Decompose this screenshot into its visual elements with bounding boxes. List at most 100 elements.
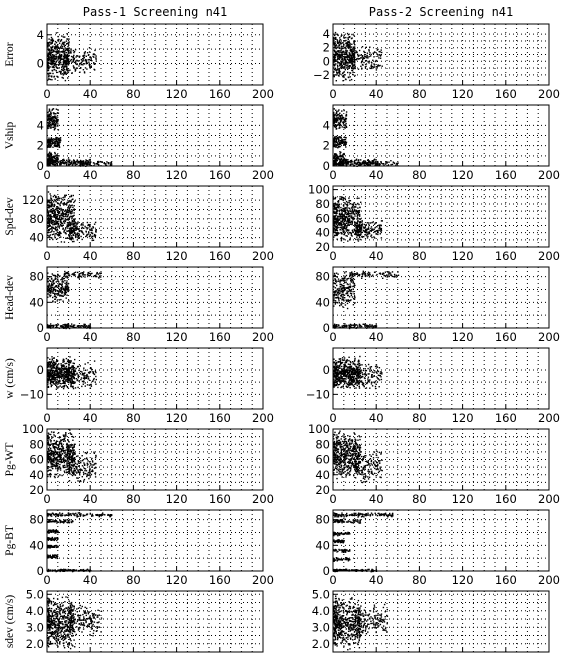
data-point <box>358 164 361 166</box>
data-point <box>51 226 53 228</box>
data-point <box>355 50 357 52</box>
data-point <box>365 161 367 163</box>
data-point <box>333 119 335 121</box>
data-point <box>344 47 346 49</box>
data-point <box>64 50 66 53</box>
data-point <box>344 161 346 163</box>
data-point <box>347 163 349 165</box>
data-point <box>335 226 338 229</box>
data-point <box>62 73 64 75</box>
data-point <box>353 298 356 300</box>
data-point <box>55 219 57 221</box>
data-point <box>77 234 79 236</box>
data-point <box>344 223 347 225</box>
data-point <box>381 220 383 222</box>
data-point <box>357 229 360 231</box>
data-point <box>345 200 348 203</box>
data-point <box>355 204 357 206</box>
data-point <box>62 158 65 161</box>
data-point <box>346 278 348 280</box>
data-point <box>51 109 53 111</box>
data-point <box>75 67 78 69</box>
data-point <box>352 55 354 57</box>
data-point <box>348 56 351 59</box>
data-point <box>349 273 351 276</box>
data-point <box>72 60 74 63</box>
data-point <box>62 372 64 374</box>
data-point <box>59 234 61 236</box>
data-point <box>339 155 342 158</box>
data-point <box>65 65 67 68</box>
data-point <box>52 296 54 299</box>
data-point <box>86 325 88 327</box>
data-point <box>67 323 69 325</box>
data-point <box>55 216 58 219</box>
data-point <box>53 121 56 123</box>
data-point <box>55 162 58 164</box>
data-point <box>54 298 57 300</box>
data-point <box>68 163 70 165</box>
data-point <box>58 141 61 143</box>
data-point <box>348 65 351 67</box>
data-point <box>361 67 363 70</box>
data-point <box>51 286 53 289</box>
data-point <box>334 207 336 209</box>
data-point <box>351 324 353 326</box>
data-point <box>335 47 337 50</box>
data-point <box>335 138 338 140</box>
data-point <box>377 55 379 57</box>
data-point <box>374 230 376 233</box>
data-point <box>357 228 359 230</box>
data-point <box>57 196 60 198</box>
data-point <box>377 160 379 163</box>
panel-frame <box>46 23 264 86</box>
data-point <box>64 219 66 222</box>
data-point <box>381 51 383 54</box>
data-point <box>337 162 340 164</box>
data-point <box>338 122 341 125</box>
x-tick-label: 0 <box>329 249 336 263</box>
data-point <box>54 226 57 228</box>
data-point <box>335 80 337 82</box>
data-point <box>348 219 350 222</box>
x-tick-label: 80 <box>126 330 141 344</box>
data-point <box>48 115 50 118</box>
data-point <box>56 280 59 282</box>
data-point <box>387 271 389 273</box>
data-point <box>48 109 51 111</box>
data-point <box>53 279 55 282</box>
data-point <box>54 50 56 53</box>
data-point <box>377 162 379 165</box>
data-point <box>47 127 49 129</box>
data-point <box>47 219 50 221</box>
data-point <box>333 114 336 116</box>
data-point <box>67 52 70 54</box>
data-point <box>48 124 50 126</box>
data-point <box>333 220 335 222</box>
data-point <box>333 227 335 230</box>
data-point <box>49 78 52 81</box>
data-point <box>65 63 68 65</box>
data-point <box>341 117 343 119</box>
data-point <box>354 273 356 275</box>
data-point <box>344 78 347 80</box>
data-point <box>346 283 348 285</box>
data-point <box>47 48 50 50</box>
data-point <box>338 280 340 282</box>
data-point <box>342 159 344 162</box>
data-point <box>340 67 343 70</box>
data-point <box>356 211 358 213</box>
data-point <box>333 116 335 118</box>
data-point <box>51 124 54 126</box>
data-point <box>111 163 113 165</box>
data-point <box>348 285 350 288</box>
data-point <box>345 222 348 224</box>
data-point <box>343 230 345 233</box>
data-point <box>58 143 61 145</box>
data-point <box>353 202 355 204</box>
x-tick-label: 200 <box>538 168 560 182</box>
x-tick-label: 40 <box>369 168 384 182</box>
data-point <box>64 374 66 376</box>
data-point <box>334 229 337 231</box>
